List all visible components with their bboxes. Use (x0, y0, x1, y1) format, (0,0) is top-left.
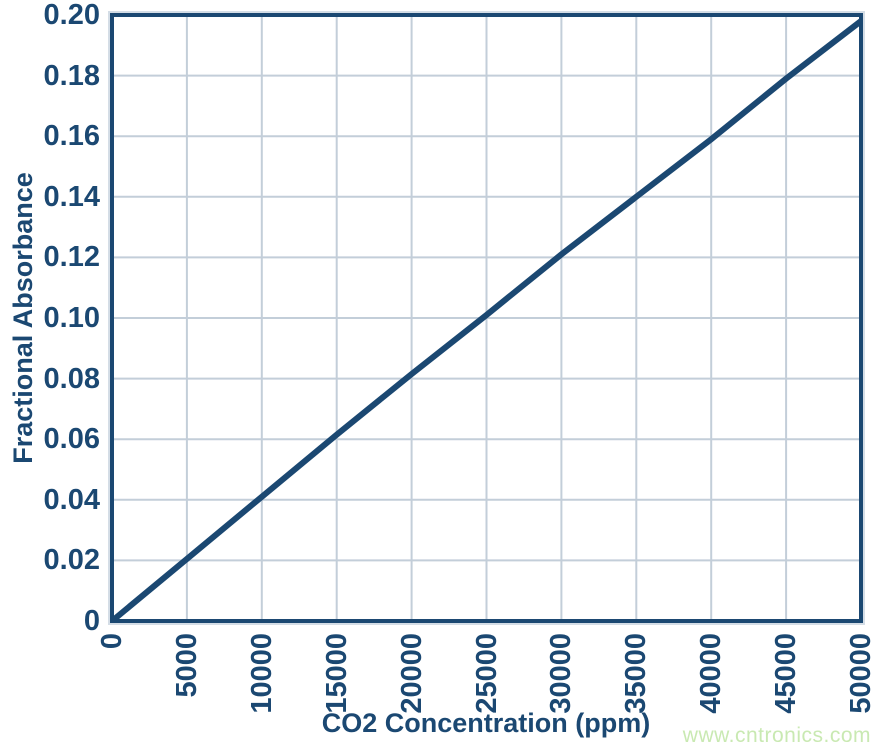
y-tick-label: 0.04 (43, 483, 100, 516)
y-tick-label: 0.14 (43, 180, 100, 213)
y-tick-label: 0.02 (43, 544, 100, 577)
x-axis-title: CO2 Concentration (ppm) (321, 708, 651, 738)
y-tick-label: 0.18 (43, 59, 100, 92)
watermark: www.cntronics.com (682, 724, 871, 747)
data-line (110, 18, 863, 623)
plot-area (110, 13, 863, 623)
y-tick-label: 0.20 (43, 0, 100, 31)
y-tick-label: 0.12 (43, 241, 100, 274)
y-tick-label: 0.16 (43, 120, 100, 153)
plot-frame (110, 13, 863, 623)
y-tick-label: 0.06 (43, 423, 100, 456)
y-tick-label: 0.10 (43, 302, 100, 334)
y-tick-label: 0.08 (43, 362, 100, 395)
y-tick-label: 0 (83, 605, 100, 637)
